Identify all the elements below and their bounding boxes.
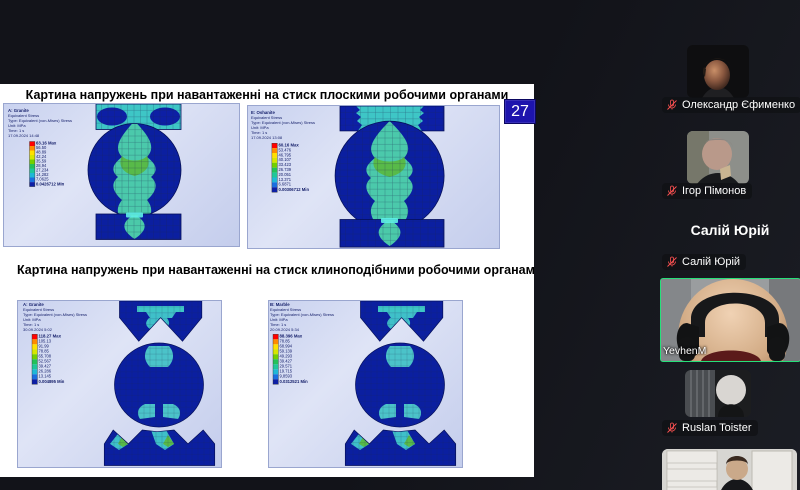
svg-text:0.004895 Min: 0.004895 Min: [39, 379, 65, 384]
svg-text:0.0312521 Min: 0.0312521 Min: [280, 379, 309, 384]
svg-text:30.09.2024 5:02: 30.09.2024 5:02: [23, 327, 53, 332]
svg-text:17.09.2024 14:48: 17.09.2024 14:48: [8, 133, 40, 138]
svg-text:0.00306712 Min: 0.00306712 Min: [279, 187, 310, 192]
svg-text:20.09.2024 5:34: 20.09.2024 5:34: [270, 327, 300, 332]
svg-text:0.0426712 Min: 0.0426712 Min: [36, 182, 65, 187]
svg-text:17.09.2024 13:08: 17.09.2024 13:08: [251, 135, 283, 140]
